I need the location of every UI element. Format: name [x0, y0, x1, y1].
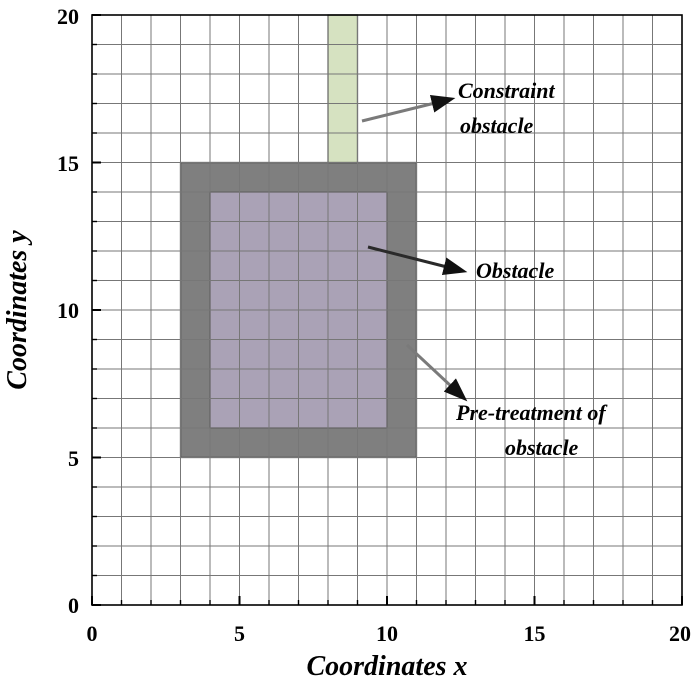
- y-tick-label-15: 15: [57, 151, 79, 176]
- y-axis-title: Coordinates y: [2, 230, 33, 390]
- obstacle-arrow: [367, 245, 468, 275]
- x-axis-title: Coordinates x: [306, 651, 467, 682]
- y-tick-label-5: 5: [68, 446, 79, 471]
- x-tick-label-15: 15: [524, 621, 546, 646]
- obstacle-label: Obstacle: [476, 258, 554, 283]
- x-tick-label-20: 20: [669, 621, 691, 646]
- tick-marks: [91, 14, 683, 606]
- y-tick-label-10: 10: [57, 298, 79, 323]
- pretreatment-label-line1: Pre-treatment of: [455, 400, 608, 425]
- constraint-label-line2: obstacle: [460, 113, 534, 138]
- pretreatment-arrow: [405, 343, 468, 402]
- x-tick-label-5: 5: [234, 621, 245, 646]
- grid-lines: [92, 15, 682, 605]
- constraint-arrow: [361, 94, 456, 123]
- y-tick-label-0: 0: [68, 593, 79, 618]
- x-tick-label-10: 10: [376, 621, 398, 646]
- pretreatment-label-line2: obstacle: [505, 435, 579, 460]
- constraint-label-line1: Constraint: [458, 78, 555, 103]
- constraint-obstacle-region: [327, 14, 359, 164]
- x-tick-label-0: 0: [87, 621, 98, 646]
- y-tick-label-20: 20: [57, 4, 79, 29]
